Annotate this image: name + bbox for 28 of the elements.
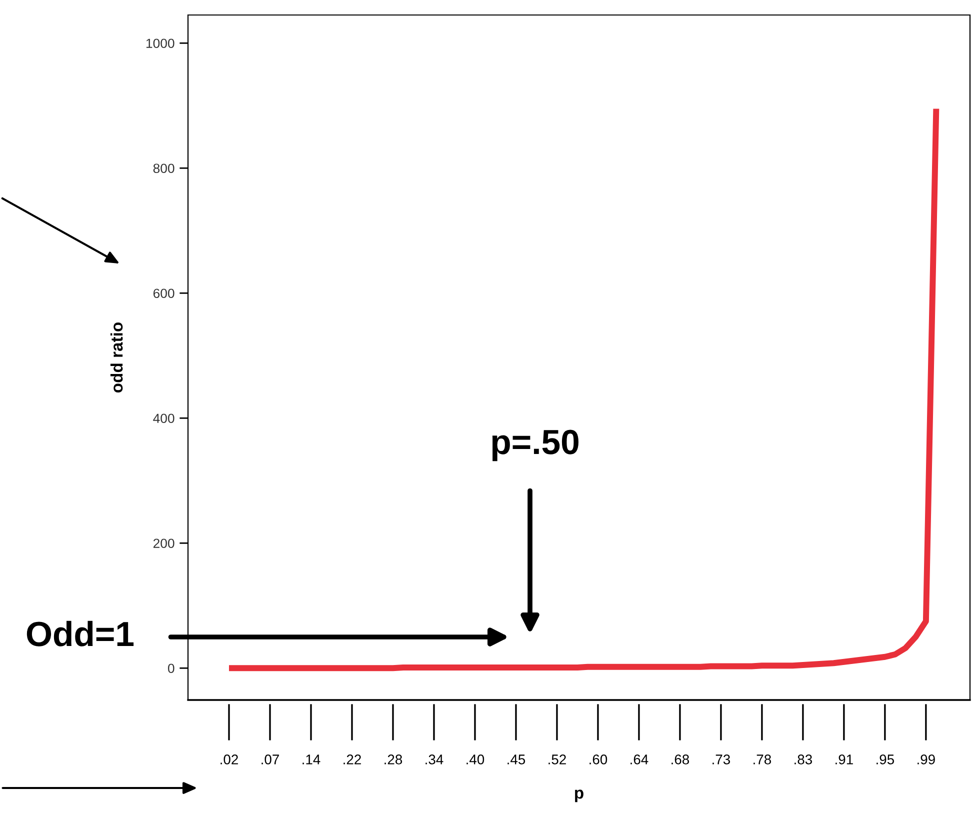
- y-tick-label: 600: [153, 288, 174, 298]
- x-tick-label: .07: [262, 754, 279, 764]
- x-axis-title: p: [575, 790, 584, 802]
- x-tick-label: .99: [918, 754, 935, 764]
- y-tick-label: 1000: [146, 38, 174, 48]
- x-tick-label: .73: [712, 754, 730, 764]
- x-tick-label: .34: [426, 754, 444, 764]
- y-axis-title: odd ratio: [110, 322, 123, 392]
- x-tick-label: .64: [630, 754, 648, 764]
- x-tick-label: .95: [876, 754, 894, 764]
- x-tick-label: .60: [590, 754, 608, 764]
- y-tick-label: 400: [153, 414, 174, 424]
- x-tick-label: .78: [754, 754, 771, 764]
- x-tick-label: .45: [508, 754, 526, 764]
- x-tick-label: .02: [220, 754, 238, 764]
- x-tick-label: .14: [302, 754, 320, 764]
- x-tick-label: .40: [466, 754, 484, 764]
- annotation: p=.50: [492, 430, 578, 462]
- x-tick-label: .22: [344, 754, 361, 764]
- y-tick-label: 800: [153, 164, 174, 174]
- x-tick-label: .52: [548, 754, 566, 764]
- text: Odd=1: [26, 620, 134, 646]
- y-tick-label: 200: [153, 538, 174, 548]
- x-tick-label: .83: [794, 754, 812, 764]
- y-tick-label: 0: [168, 664, 174, 674]
- x-tick-label: .91: [836, 754, 853, 764]
- x-tick-label: .68: [672, 754, 690, 764]
- x-tick-label: .28: [384, 754, 402, 764]
